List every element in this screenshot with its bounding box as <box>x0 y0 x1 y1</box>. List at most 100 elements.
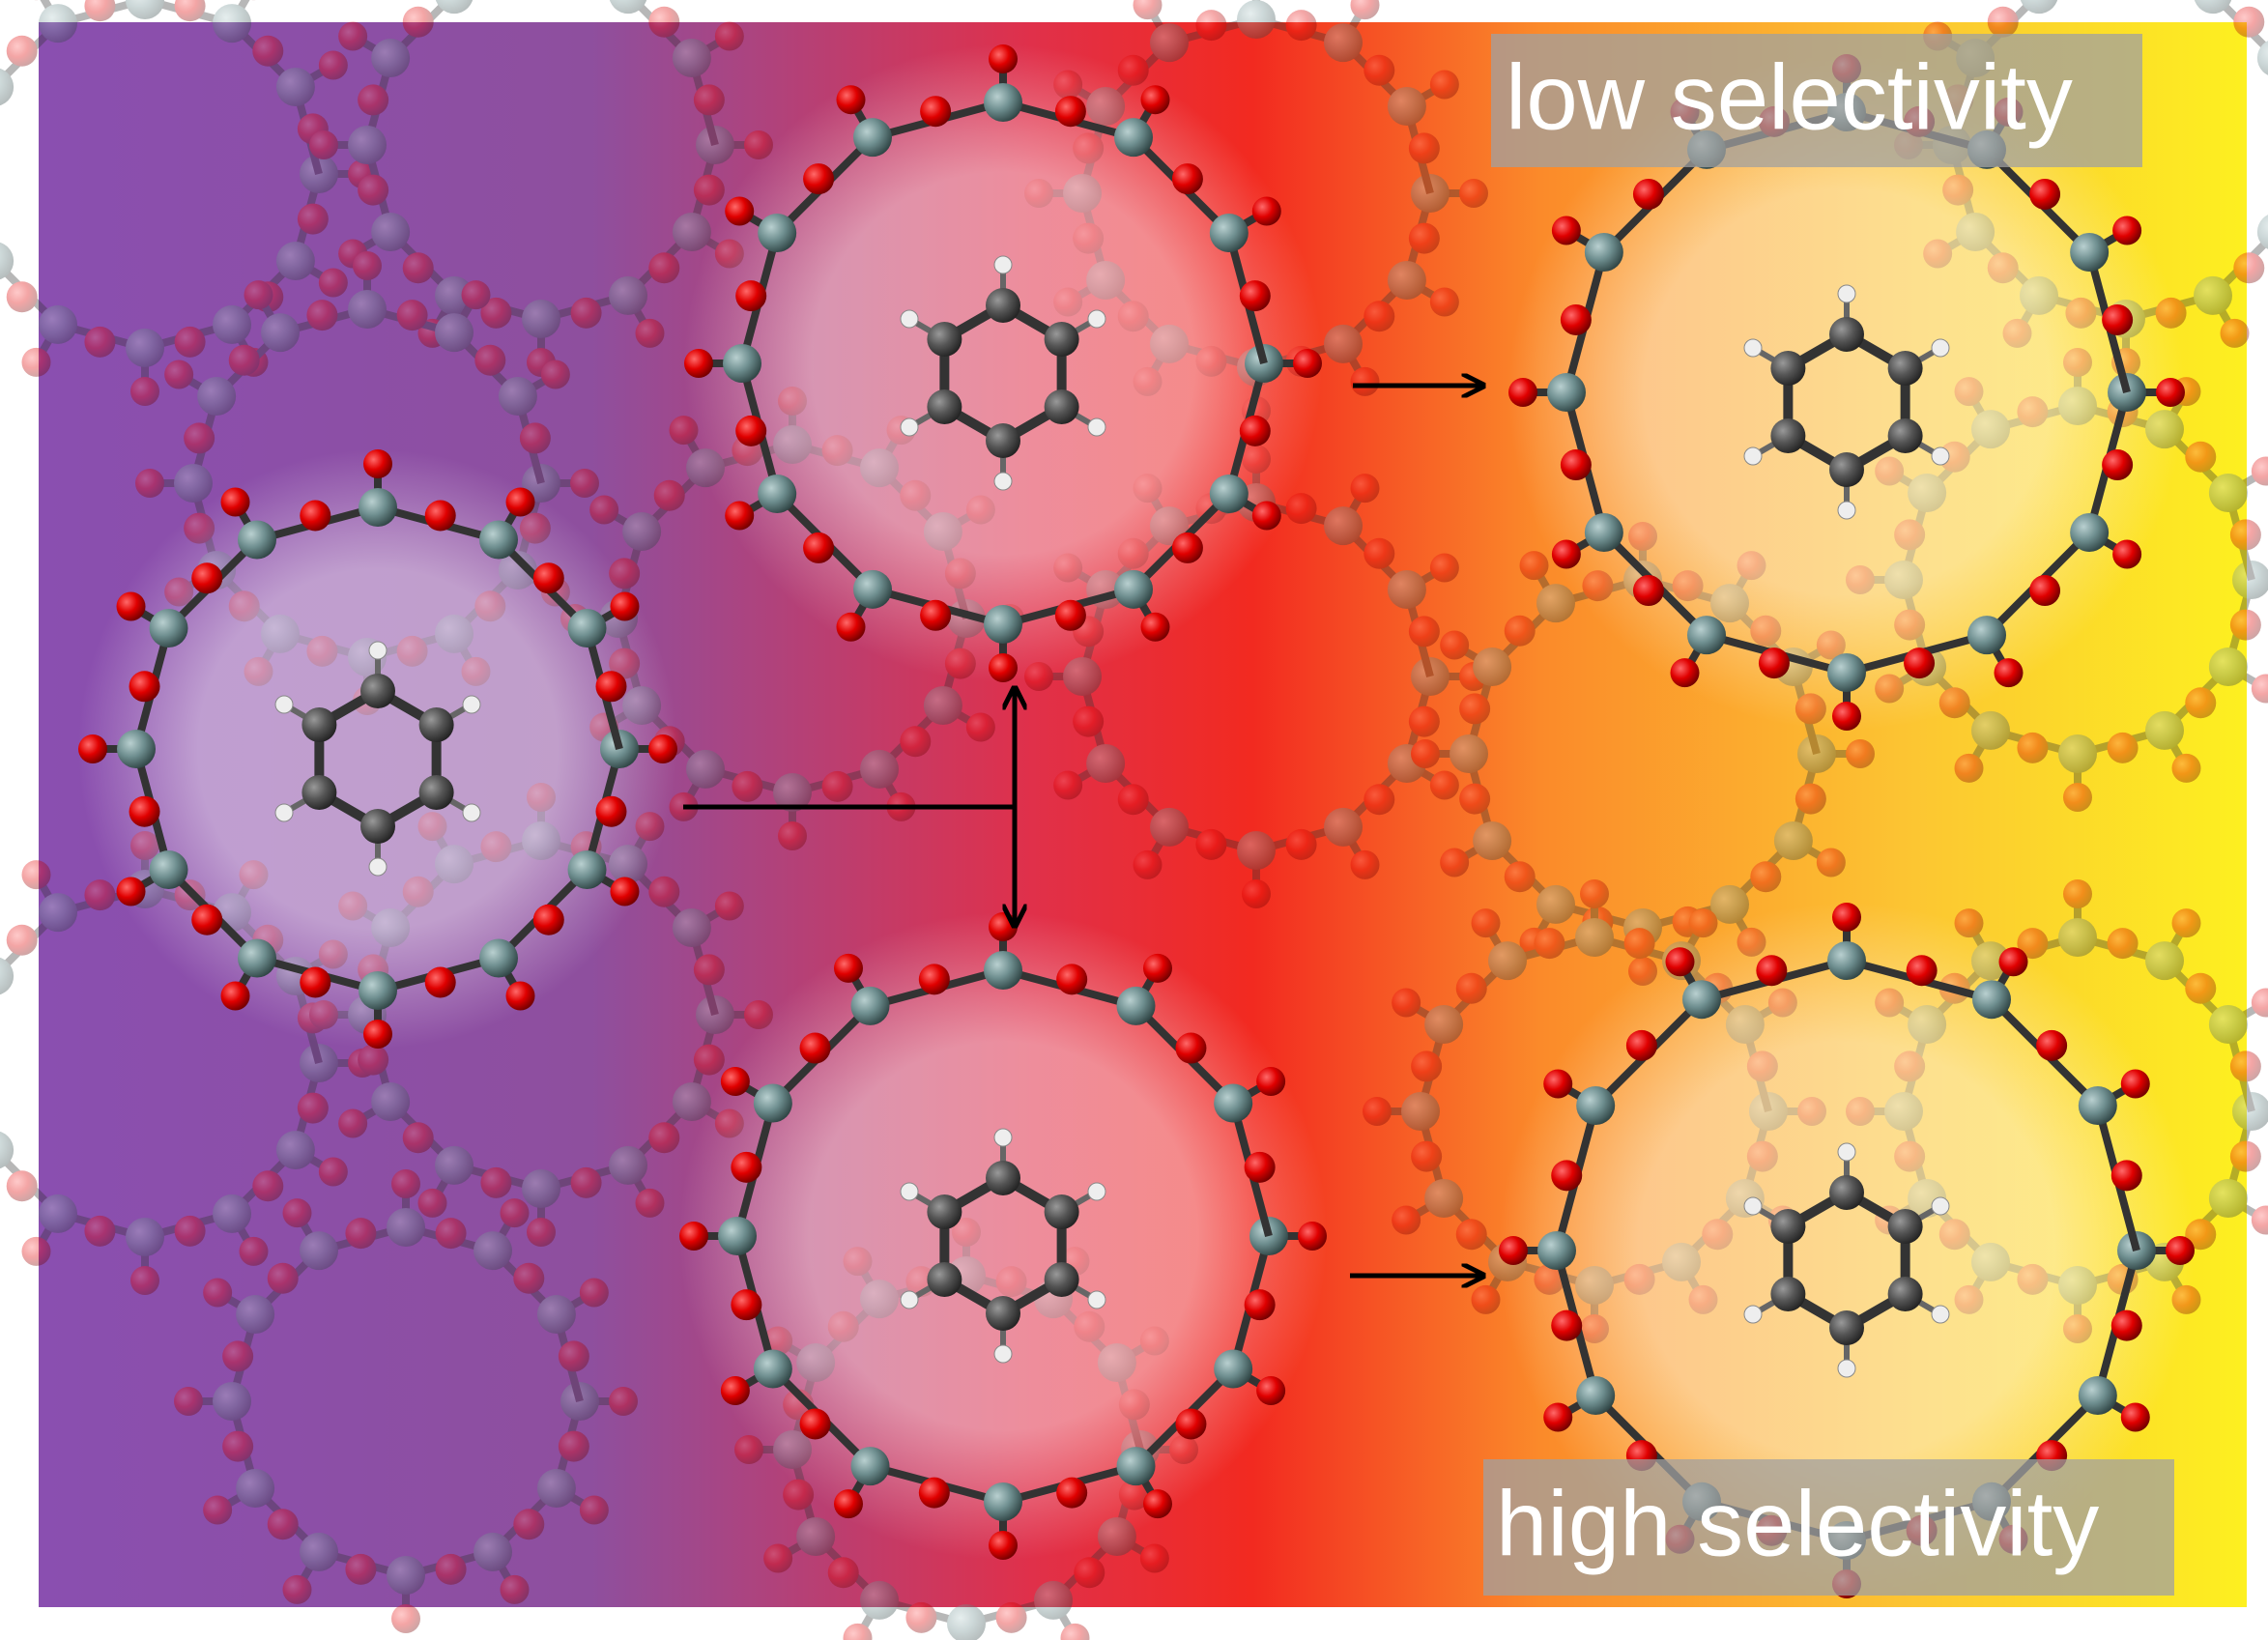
oxygen-atom <box>2251 988 2268 1018</box>
silicon-atom <box>850 986 890 1025</box>
oxygen-atom <box>1298 1222 1327 1251</box>
oxygen-atom <box>725 196 755 226</box>
silicon-atom <box>0 242 14 280</box>
silicon-atom <box>860 1580 899 1620</box>
carbon-atom <box>1887 351 1923 386</box>
silicon-atom <box>1387 261 1426 300</box>
silicon-atom <box>2232 561 2268 599</box>
silicon-atom <box>435 313 474 353</box>
oxygen-atom <box>2107 732 2139 763</box>
oxygen-atom <box>2229 609 2261 641</box>
carbon-atom <box>986 1296 1020 1331</box>
oxygen-atom <box>402 6 434 38</box>
oxygen-atom <box>648 734 677 763</box>
hydrogen-atom <box>993 1128 1013 1147</box>
silicon-atom <box>622 512 662 551</box>
silicon-atom <box>1797 734 1836 773</box>
carbon-atom <box>1770 418 1806 453</box>
oxygen-atom <box>174 326 206 358</box>
oxygen-atom <box>558 1430 589 1462</box>
oxygen-atom <box>424 966 456 998</box>
silicon-atom <box>39 893 77 933</box>
oxygen-atom <box>220 981 250 1011</box>
oxygen-atom <box>1140 612 1170 642</box>
silicon-atom <box>2020 0 2058 14</box>
oxygen-atom <box>920 96 952 128</box>
oxygen-atom <box>2029 178 2061 210</box>
oxygen-atom <box>905 1601 937 1633</box>
silicon-atom <box>2256 215 2268 249</box>
oxygen-atom <box>282 1198 312 1228</box>
oxygen-atom <box>2120 1069 2150 1099</box>
oxygen-atom <box>989 44 1018 73</box>
oxygen-atom <box>1239 415 1271 446</box>
oxygen-atom <box>391 1169 420 1198</box>
hydrogen-atom <box>368 641 388 660</box>
oxygen-atom <box>222 1430 254 1462</box>
oxygen-atom <box>435 1218 467 1250</box>
silicon-atom <box>609 275 647 315</box>
oxygen-atom <box>358 84 389 116</box>
carbon-atom <box>927 1262 962 1297</box>
oxygen-atom <box>297 203 329 235</box>
oxygen-atom <box>2029 575 2061 607</box>
carbon-atom <box>1887 1277 1923 1311</box>
oxygen-atom <box>1350 474 1380 504</box>
oxygen-atom <box>834 1489 863 1519</box>
oxygen-atom <box>191 904 223 935</box>
silicon-atom <box>300 1532 338 1571</box>
silicon-atom <box>1324 807 1363 847</box>
oxygen-atom <box>2185 441 2217 473</box>
hydrogen-atom <box>462 803 481 822</box>
silicon-atom <box>1971 710 2010 750</box>
oxygen-atom <box>318 50 348 80</box>
oxygen-atom <box>731 1289 762 1321</box>
hydrogen-atom <box>274 803 294 822</box>
silicon-atom <box>2208 647 2248 686</box>
oxygen-atom <box>579 1495 609 1525</box>
oxygen-atom <box>714 891 744 921</box>
oxygen-atom <box>1139 1543 1169 1573</box>
silicon-atom <box>723 344 761 383</box>
silicon-atom <box>536 1295 576 1334</box>
silicon-atom <box>1411 174 1450 213</box>
hydrogen-atom <box>900 1290 919 1309</box>
oxygen-atom <box>1543 1402 1573 1432</box>
oxygen-atom <box>714 21 744 51</box>
silicon-atom <box>672 908 711 947</box>
zeolite-rings <box>78 44 2195 1598</box>
oxygen-atom <box>1239 280 1271 312</box>
oxygen-atom <box>653 479 685 511</box>
silicon-atom <box>1150 807 1189 847</box>
silicon-atom <box>1536 584 1575 623</box>
oxygen-atom <box>318 268 348 298</box>
silicon-atom <box>609 0 647 14</box>
oxygen-atom <box>720 1067 750 1096</box>
oxygen-atom <box>1285 10 1317 42</box>
oxygen-atom <box>1175 1032 1207 1064</box>
oxygen-atom <box>635 1188 665 1218</box>
oxygen-atom <box>2102 303 2134 335</box>
oxygen-atom <box>1632 575 1664 607</box>
silicon-atom <box>853 118 892 158</box>
oxygen-atom <box>417 1188 447 1218</box>
oxygen-atom <box>1954 753 1984 783</box>
oxygen-atom <box>2220 318 2250 348</box>
oxygen-atom <box>1392 1205 1421 1235</box>
silicon-atom <box>1401 1092 1440 1131</box>
hydrogen-atom <box>993 255 1013 274</box>
oxygen-atom <box>1171 532 1203 563</box>
oxygen-atom <box>1504 861 1536 893</box>
oxygen-atom <box>21 860 51 890</box>
silicon-atom <box>213 4 251 43</box>
oxygen-atom <box>1429 770 1459 800</box>
oxygen-atom <box>345 1218 377 1250</box>
oxygen-atom <box>2063 783 2092 812</box>
oxygen-atom <box>693 954 725 986</box>
silicon-atom <box>984 83 1022 122</box>
oxygen-atom <box>1904 647 1936 679</box>
carbon-atom <box>1044 322 1079 357</box>
oxygen-atom <box>239 1236 269 1266</box>
silicon-atom <box>947 1604 986 1640</box>
hydrogen-atom <box>993 472 1013 491</box>
